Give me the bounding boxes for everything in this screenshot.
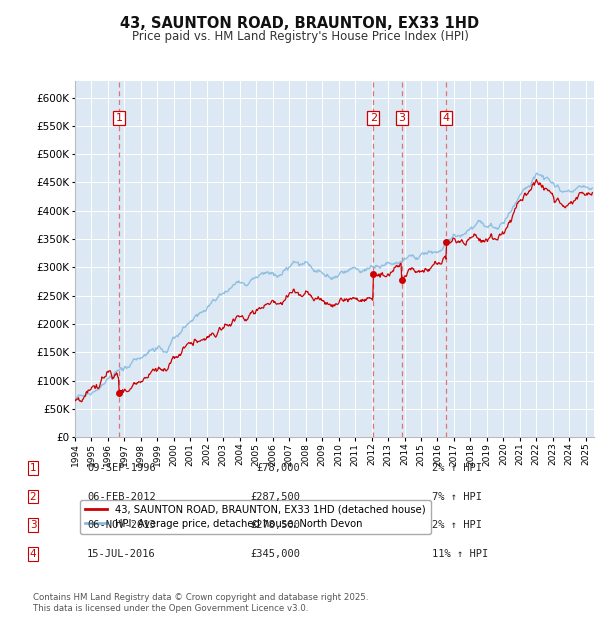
Text: 2% ↑ HPI: 2% ↑ HPI: [432, 463, 482, 473]
Text: 7% ↑ HPI: 7% ↑ HPI: [432, 492, 482, 502]
Text: 11% ↑ HPI: 11% ↑ HPI: [432, 549, 488, 559]
Text: 4: 4: [29, 549, 37, 559]
Text: 1: 1: [29, 463, 37, 473]
Text: 4: 4: [443, 113, 450, 123]
Text: 3: 3: [29, 520, 37, 530]
Text: Price paid vs. HM Land Registry's House Price Index (HPI): Price paid vs. HM Land Registry's House …: [131, 30, 469, 43]
Text: 15-JUL-2016: 15-JUL-2016: [87, 549, 156, 559]
Text: 2% ↑ HPI: 2% ↑ HPI: [432, 520, 482, 530]
Text: Contains HM Land Registry data © Crown copyright and database right 2025.
This d: Contains HM Land Registry data © Crown c…: [33, 593, 368, 613]
Text: 09-SEP-1996: 09-SEP-1996: [87, 463, 156, 473]
Text: £278,500: £278,500: [250, 520, 300, 530]
Text: 06-NOV-2013: 06-NOV-2013: [87, 520, 156, 530]
Text: 2: 2: [370, 113, 377, 123]
Legend: 43, SAUNTON ROAD, BRAUNTON, EX33 1HD (detached house), HPI: Average price, detac: 43, SAUNTON ROAD, BRAUNTON, EX33 1HD (de…: [80, 500, 431, 534]
Text: £78,000: £78,000: [256, 463, 300, 473]
Text: 43, SAUNTON ROAD, BRAUNTON, EX33 1HD: 43, SAUNTON ROAD, BRAUNTON, EX33 1HD: [121, 16, 479, 30]
Text: £287,500: £287,500: [250, 492, 300, 502]
Text: 2: 2: [29, 492, 37, 502]
Text: 3: 3: [398, 113, 406, 123]
Text: £345,000: £345,000: [250, 549, 300, 559]
Text: 1: 1: [116, 113, 123, 123]
Text: 06-FEB-2012: 06-FEB-2012: [87, 492, 156, 502]
